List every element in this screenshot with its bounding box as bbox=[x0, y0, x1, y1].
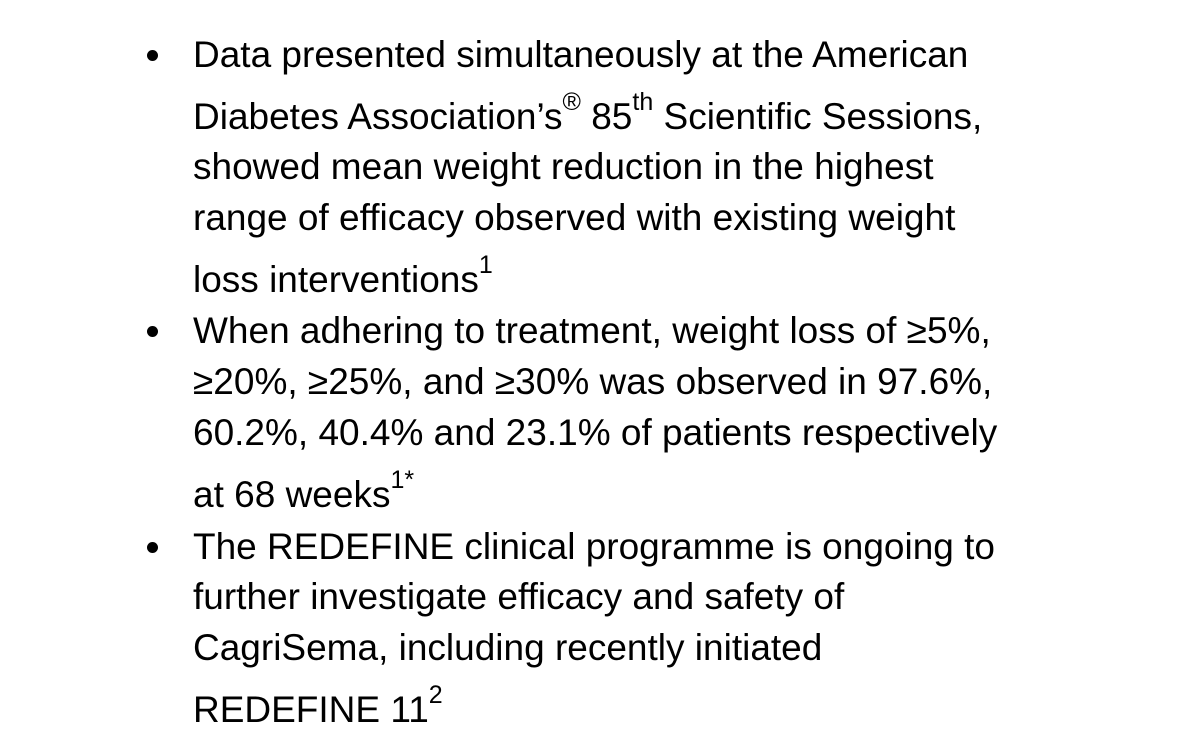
bullet-2-line-1: When adhering to treatment, weight loss … bbox=[193, 310, 991, 351]
bullet-2-line-3: 60.2%, 40.4% and 23.1% of patients respe… bbox=[193, 412, 998, 453]
bullet-1-line-4: range of efficacy observed with existing… bbox=[193, 197, 956, 238]
bullet-1-line-1: Data presented simultaneously at the Ame… bbox=[193, 34, 969, 75]
bullet-3-line-4: REDEFINE 112 bbox=[193, 680, 443, 730]
bullet-1-line-3: showed mean weight reduction in the high… bbox=[193, 146, 934, 187]
footnote-ref: 1* bbox=[390, 465, 415, 494]
bullet-2-line-4: at 68 weeks1* bbox=[193, 465, 415, 515]
bullet-3-line-2: further investigate efficacy and safety … bbox=[193, 576, 845, 617]
bullet-dot bbox=[147, 542, 158, 553]
footnote-ref: 1 bbox=[478, 250, 493, 279]
bullet-1-line-2: Diabetes Association’s® 85th Scientific … bbox=[193, 87, 983, 137]
bullet-dot bbox=[147, 326, 158, 337]
bullet-2-line-2: ≥20%, ≥25%, and ≥30% was observed in 97.… bbox=[193, 361, 993, 402]
bullet-1-line-5: loss interventions1 bbox=[193, 250, 493, 300]
bullet-3-line-1: The REDEFINE clinical programme is ongoi… bbox=[193, 526, 995, 567]
ordinal-suffix: th bbox=[632, 87, 654, 116]
registered-mark: ® bbox=[562, 87, 581, 116]
bullet-3-line-3: CagriSema, including recently initiated bbox=[193, 627, 823, 668]
footnote-ref: 2 bbox=[428, 680, 443, 709]
bullet-dot bbox=[147, 50, 158, 61]
